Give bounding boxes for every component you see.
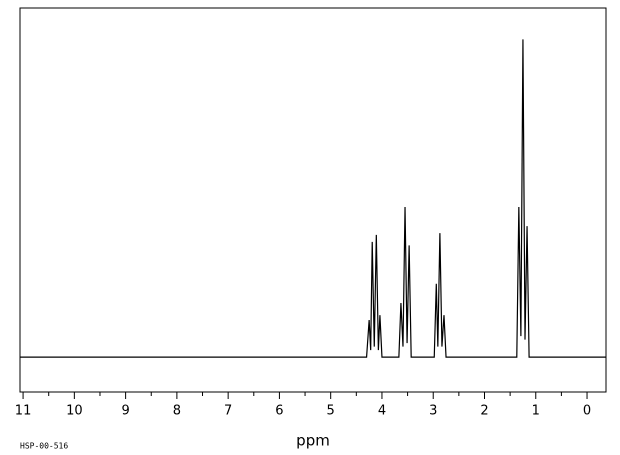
- x-tick-label: 2: [480, 404, 488, 419]
- x-tick-label: 7: [224, 404, 232, 419]
- x-tick-label: 10: [66, 404, 83, 419]
- x-tick-label: 8: [173, 404, 181, 419]
- x-tick-label: 1: [532, 404, 540, 419]
- x-axis-label: ppm: [296, 432, 330, 450]
- annotation: HSP-00-516: [20, 442, 68, 451]
- x-tick-label: 11: [15, 404, 32, 419]
- x-tick-label: 0: [583, 404, 591, 419]
- x-tick-label: 6: [275, 404, 283, 419]
- plot-frame: [19, 7, 607, 393]
- x-tick-label: 4: [378, 404, 386, 419]
- x-tick-label: 5: [327, 404, 335, 419]
- x-tick-label: 9: [121, 404, 129, 419]
- x-tick-label: 3: [429, 404, 437, 419]
- spectrum-line: [20, 39, 606, 358]
